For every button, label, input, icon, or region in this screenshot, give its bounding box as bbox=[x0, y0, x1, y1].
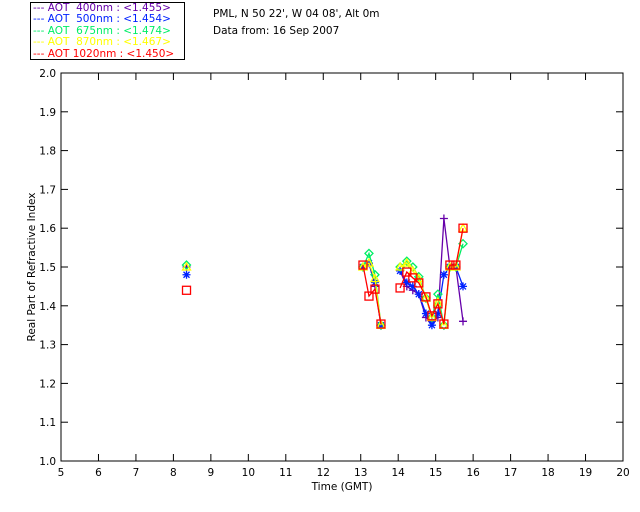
data-point bbox=[364, 291, 374, 301]
x-tick-label: 12 bbox=[317, 467, 330, 479]
data-point bbox=[181, 261, 192, 271]
y-tick-label: 1.5 bbox=[39, 262, 56, 274]
y-tick-label: 2.0 bbox=[39, 68, 56, 80]
data-point bbox=[427, 312, 437, 323]
site-info: PML, N 50 22', W 04 08', Alt 0m Data fro… bbox=[213, 6, 380, 40]
legend-label: AOT 675nm : <1.474> bbox=[47, 24, 171, 37]
data-point bbox=[445, 260, 455, 270]
legend-item: --- AOT 870nm : <1.467> bbox=[33, 36, 171, 49]
data-point bbox=[421, 309, 430, 318]
legend-label: AOT 1020nm : <1.450> bbox=[47, 47, 175, 60]
data-point bbox=[358, 260, 368, 270]
data-point bbox=[369, 273, 381, 283]
date-text: Data from: 16 Sep 2007 bbox=[213, 25, 340, 37]
y-tick-label: 1.2 bbox=[39, 378, 56, 390]
data-point bbox=[458, 223, 468, 233]
y-tick-label: 1.3 bbox=[39, 340, 56, 352]
legend-item: --- AOT 400nm : <1.455> bbox=[33, 2, 171, 14]
data-point bbox=[402, 267, 412, 277]
plot-frame bbox=[60, 72, 624, 462]
x-tick-label: 19 bbox=[579, 467, 592, 479]
y-tick-label: 1.7 bbox=[39, 184, 56, 196]
data-point bbox=[181, 260, 192, 270]
y-tick-label: 1.9 bbox=[39, 107, 56, 119]
data-point bbox=[421, 293, 431, 303]
data-point bbox=[181, 285, 192, 295]
data-point bbox=[401, 256, 412, 267]
data-point bbox=[439, 214, 448, 223]
data-point bbox=[439, 319, 449, 329]
y-tick-label: 1.8 bbox=[39, 146, 56, 158]
x-tick-label: 14 bbox=[392, 467, 406, 479]
data-point bbox=[433, 299, 443, 309]
data-point bbox=[421, 292, 431, 302]
series-line bbox=[362, 262, 382, 326]
x-tick-label: 6 bbox=[95, 467, 102, 479]
series-line bbox=[399, 228, 464, 326]
x-tick-label: 16 bbox=[466, 467, 480, 479]
data-point bbox=[439, 270, 448, 279]
x-tick-label: 7 bbox=[133, 467, 140, 479]
data-point bbox=[438, 320, 449, 331]
data-point bbox=[395, 283, 405, 293]
y-tick-label: 1.4 bbox=[39, 301, 56, 313]
legend-label: AOT 500nm : <1.454> bbox=[47, 13, 171, 26]
legend-label: AOT 870nm : <1.467> bbox=[47, 36, 171, 49]
data-point bbox=[414, 290, 423, 299]
data-point bbox=[376, 319, 386, 329]
x-tick-label: 17 bbox=[504, 467, 517, 479]
x-tick-label: 10 bbox=[242, 467, 255, 479]
legend-item: --- AOT 500nm : <1.454> bbox=[33, 13, 171, 26]
y-tick-label: 1.0 bbox=[39, 456, 56, 468]
legend-label: AOT 400nm : <1.455> bbox=[47, 2, 171, 14]
data-point bbox=[433, 309, 442, 318]
data-point bbox=[414, 278, 424, 288]
data-point bbox=[182, 270, 191, 279]
series-aot-1020nm bbox=[181, 223, 468, 329]
data-point bbox=[402, 278, 411, 287]
data-point bbox=[408, 282, 417, 291]
data-point bbox=[376, 320, 386, 331]
data-point bbox=[370, 284, 380, 294]
x-tick-label: 11 bbox=[279, 467, 292, 479]
legend-item: --- AOT 675nm : <1.474> bbox=[33, 24, 171, 37]
y-tick-label: 1.1 bbox=[39, 417, 56, 429]
location-text: PML, N 50 22', W 04 08', Alt 0m bbox=[213, 8, 380, 20]
legend: --- AOT 400nm : <1.455> --- AOT 500nm : … bbox=[30, 2, 185, 60]
x-tick-label: 20 bbox=[616, 467, 629, 479]
data-point bbox=[427, 321, 436, 330]
x-tick-label: 5 bbox=[58, 467, 65, 479]
x-tick-label: 15 bbox=[429, 467, 442, 479]
y-axis-label: Real Part of Refractive Index bbox=[26, 193, 38, 342]
legend-item: --- AOT 1020nm : <1.450> bbox=[33, 47, 175, 60]
x-tick-label: 8 bbox=[170, 467, 177, 479]
data-point bbox=[459, 317, 468, 326]
data-point bbox=[427, 311, 437, 321]
data-point bbox=[364, 248, 374, 259]
data-point bbox=[401, 257, 412, 267]
x-tick-label: 9 bbox=[208, 467, 215, 479]
data-point bbox=[408, 273, 418, 283]
data-point bbox=[451, 260, 461, 270]
x-axis-label: Time (GMT) bbox=[311, 481, 373, 493]
y-tick-label: 1.6 bbox=[39, 223, 56, 235]
x-tick-label: 18 bbox=[541, 467, 554, 479]
data-point bbox=[459, 282, 468, 291]
x-tick-label: 13 bbox=[354, 467, 367, 479]
